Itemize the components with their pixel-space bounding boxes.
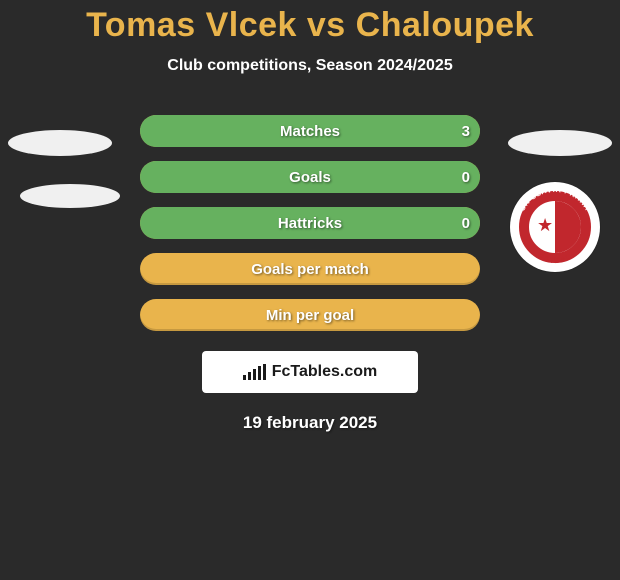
snapshot-date: 19 february 2025 bbox=[0, 413, 620, 433]
stat-label: Matches bbox=[280, 123, 340, 140]
stat-value-right: 0 bbox=[462, 161, 470, 193]
right-avatar-placeholder-top bbox=[508, 130, 612, 156]
left-avatar-placeholder-top bbox=[8, 130, 112, 156]
club-badge: ★ SK SLAVIA PRAHA FOTBAL bbox=[510, 182, 600, 272]
brand-bars-icon bbox=[243, 364, 266, 380]
stat-value-right: 3 bbox=[462, 115, 470, 147]
brand-card[interactable]: FcTables.com bbox=[202, 351, 418, 393]
stat-row: Min per goal bbox=[140, 299, 480, 331]
club-badge-half bbox=[555, 201, 581, 253]
stat-label: Goals bbox=[289, 169, 331, 186]
comparison-card: Tomas Vlcek vs Chaloupek Club competitio… bbox=[0, 6, 620, 580]
left-avatar-placeholder-bottom bbox=[20, 184, 120, 208]
stat-row: Hattricks 0 bbox=[140, 207, 480, 239]
page-subtitle: Club competitions, Season 2024/2025 bbox=[0, 57, 620, 75]
stat-label: Goals per match bbox=[251, 261, 369, 278]
stat-value-right: 0 bbox=[462, 207, 470, 239]
stat-row: Matches 3 bbox=[140, 115, 480, 147]
stat-label: Hattricks bbox=[278, 215, 342, 232]
club-badge-star-icon: ★ bbox=[537, 215, 553, 236]
page-title: Tomas Vlcek vs Chaloupek bbox=[0, 6, 620, 45]
stat-row: Goals 0 bbox=[140, 161, 480, 193]
club-badge-inner: ★ bbox=[519, 191, 591, 263]
stat-row: Goals per match bbox=[140, 253, 480, 285]
stat-label: Min per goal bbox=[266, 307, 354, 324]
brand-text: FcTables.com bbox=[272, 363, 378, 381]
